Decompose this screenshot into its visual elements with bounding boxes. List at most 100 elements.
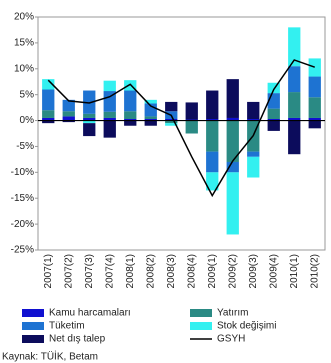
bar-segment <box>308 76 321 98</box>
bar-segment <box>124 120 137 126</box>
x-tick-label: 2007(3) <box>84 254 95 288</box>
bar-segment <box>226 117 239 121</box>
bar-segment <box>103 91 116 112</box>
bar-segment <box>165 123 178 126</box>
bar-segment <box>144 116 157 120</box>
bar-segment <box>288 120 301 155</box>
bar-segment <box>103 80 116 92</box>
legend-label: Tüketim <box>49 321 85 332</box>
y-tick-label: -5% <box>16 141 34 152</box>
y-tick-label: 15% <box>14 38 34 49</box>
bar-segment <box>185 120 198 134</box>
y-tick-label: 20% <box>14 12 34 23</box>
bar-segment <box>288 117 301 121</box>
bar-segment <box>103 111 116 118</box>
bar-segment <box>308 58 321 77</box>
bar-segment <box>288 66 301 93</box>
bar-segment <box>288 92 301 118</box>
bar-segment <box>165 120 178 124</box>
x-tick-label: 2008(2) <box>145 254 156 288</box>
bar-segment <box>144 120 157 126</box>
bar-segment <box>103 120 116 138</box>
line <box>47 59 316 198</box>
x-tick-label: 2010(1) <box>289 254 300 288</box>
legend-label: Stok değişimi <box>217 321 276 332</box>
legend-label: Yatırım <box>217 308 248 319</box>
bar-segment <box>226 120 239 162</box>
bar-segment <box>83 117 96 121</box>
bar-segment <box>165 119 178 121</box>
x-tick-label: 2008(3) <box>166 254 177 288</box>
bar-segment <box>206 119 219 121</box>
bar-segment <box>62 111 75 117</box>
bar-segment <box>83 113 96 118</box>
source: Kaynak: TÜİK, Betam <box>2 350 98 363</box>
bar-segment <box>62 116 75 121</box>
bar-segment <box>83 123 96 137</box>
y-tick-label: -20% <box>11 219 34 230</box>
y-tick-label: 0% <box>20 115 35 126</box>
bar-segment <box>308 117 321 121</box>
x-tick-label: 2009(4) <box>268 254 279 288</box>
bar-segment <box>62 120 75 123</box>
x-tick-label: 2008(4) <box>186 254 197 288</box>
x-tick-label: 2009(3) <box>248 254 259 288</box>
y-tick-label: 5% <box>20 89 35 100</box>
x-tick-label: 2010(2) <box>309 254 320 288</box>
bar-segment <box>226 161 239 173</box>
bar-segment <box>247 156 260 178</box>
bar-segment <box>103 117 116 121</box>
legend-marker <box>190 309 212 317</box>
bar-segment <box>247 151 260 157</box>
y-tick-label: -10% <box>11 167 34 178</box>
bar-segment <box>62 99 75 112</box>
bar-segment <box>124 90 137 112</box>
bar-segment <box>267 119 280 121</box>
x-tick-label: 2007(2) <box>63 254 74 288</box>
bar-segment <box>267 82 280 94</box>
plot-frame <box>37 16 326 251</box>
bar-segment <box>206 120 219 152</box>
bar-segment <box>226 79 239 118</box>
x-tick-label: 2009(2) <box>227 254 238 288</box>
legend-label: GSYH <box>217 334 245 345</box>
bar-segment <box>206 90 219 120</box>
bar-segment <box>42 120 55 124</box>
bar-segment <box>226 172 239 235</box>
bar-segment <box>206 151 219 173</box>
bar-segment <box>42 79 55 90</box>
bar-segment <box>124 111 137 120</box>
bar-segment <box>124 119 137 121</box>
y-tick-label: 10% <box>14 63 34 74</box>
legend-label: Net dış talep <box>49 334 106 345</box>
bar-segment <box>42 117 55 121</box>
y-tick-label: -15% <box>11 193 34 204</box>
bar-segment <box>83 120 96 124</box>
legend-marker <box>22 322 44 330</box>
x-tick-label: 2007(1) <box>43 254 54 288</box>
x-tick-label: 2008(1) <box>125 254 136 288</box>
bar-segment <box>267 120 280 131</box>
legend-marker <box>190 322 212 330</box>
bar-segment <box>185 102 198 120</box>
bar-segment <box>42 110 55 118</box>
bar-segment <box>144 99 157 104</box>
bar-segment <box>247 101 260 120</box>
bar-segment <box>42 89 55 111</box>
x-tick-label: 2009(1) <box>207 254 218 288</box>
bar-segment <box>206 172 219 191</box>
legend-marker <box>22 335 44 343</box>
bar-segment <box>165 101 178 112</box>
x-tick-label: 2007(4) <box>104 254 115 288</box>
bar-segment <box>267 108 280 120</box>
bar-segment <box>247 119 260 121</box>
bar-segment <box>308 120 321 129</box>
bar-segment <box>144 119 157 121</box>
bar-segment <box>308 97 321 118</box>
legend-marker <box>22 309 44 317</box>
bar-segment <box>288 27 301 67</box>
legend-label: Kamu harcamaları <box>49 308 131 319</box>
y-tick-label: -25% <box>11 245 34 256</box>
